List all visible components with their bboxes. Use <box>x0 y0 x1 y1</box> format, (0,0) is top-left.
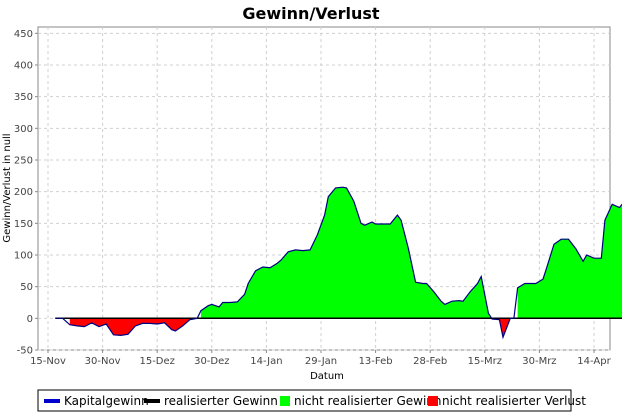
kapitalgewinn-line <box>55 186 622 340</box>
legend-label: Kapitalgewinn <box>64 394 149 408</box>
nicht-realisierter-gewinn-area <box>517 204 622 319</box>
x-tick-label: 30-Nov <box>85 356 121 367</box>
legend-label: realisierter Gewinn <box>164 394 278 408</box>
y-tick-label: 200 <box>14 187 33 198</box>
legend-label: nicht realisierter Gewinn <box>294 394 442 408</box>
y-tick-label: 100 <box>14 251 33 262</box>
legend: Kapitalgewinn realisierter Gewinn nicht re… <box>37 389 586 412</box>
legend-label: nicht realisierter Verlust <box>442 394 586 408</box>
data-areas <box>69 187 622 338</box>
legend-swatch-line <box>144 399 160 403</box>
x-axis-ticks: 15-Nov 30-Nov 15-Dez 30-Dez 14-Jan 29-Jan 13-F… <box>30 350 612 367</box>
y-tick-label: 300 <box>14 124 33 135</box>
y-axis-label: Gewinn/Verlust in null <box>2 133 13 242</box>
x-tick-label: 15-Mrz <box>468 356 502 367</box>
x-tick-label: 15-Nov <box>30 356 66 367</box>
y-tick-label: 50 <box>20 282 33 293</box>
x-tick-label: 14-Apr <box>577 356 611 367</box>
y-tick-label: 350 <box>14 92 33 103</box>
legend-swatch-box <box>280 396 290 406</box>
data-lines <box>55 186 622 340</box>
legend-swatch-box <box>428 396 438 406</box>
y-axis-ticks: -50 0 50 100 150 200 250 300 350 400 450 <box>14 29 38 357</box>
x-tick-label: 30-Mrz <box>522 356 556 367</box>
chart-title: Gewinn/Verlust <box>242 4 380 23</box>
x-tick-label: 28-Feb <box>413 356 447 367</box>
y-tick-label: 250 <box>14 156 33 167</box>
y-tick-label: 150 <box>14 219 33 230</box>
x-tick-label: 29-Jan <box>305 356 337 367</box>
y-tick-label: -50 <box>17 346 33 357</box>
nicht-realisierter-gewinn-area <box>200 187 492 319</box>
x-tick-label: 15-Dez <box>139 356 174 367</box>
y-tick-label: 400 <box>14 61 33 72</box>
x-tick-label: 14-Jan <box>250 356 282 367</box>
x-axis-label: Datum <box>310 371 344 382</box>
x-tick-label: 30-Dez <box>194 356 229 367</box>
nicht-realisierter-verlust-area <box>69 318 198 336</box>
y-tick-label: 450 <box>14 29 33 40</box>
x-tick-label: 13-Feb <box>359 356 393 367</box>
y-tick-label: 0 <box>27 314 33 325</box>
legend-swatch-line <box>44 399 60 403</box>
